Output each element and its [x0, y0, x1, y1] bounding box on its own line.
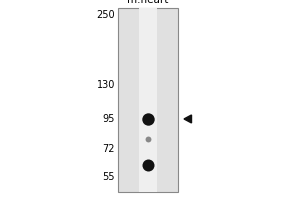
Text: 250: 250 — [96, 10, 115, 20]
Text: 130: 130 — [97, 80, 115, 90]
Text: m.heart: m.heart — [127, 0, 169, 5]
Polygon shape — [184, 115, 191, 123]
Point — [146, 163, 150, 166]
Point — [146, 137, 150, 140]
Text: 95: 95 — [103, 114, 115, 124]
Bar — [139, 8, 157, 192]
Bar — [118, 8, 178, 192]
Point — [146, 117, 150, 121]
Text: 55: 55 — [103, 172, 115, 182]
Text: 72: 72 — [103, 144, 115, 154]
